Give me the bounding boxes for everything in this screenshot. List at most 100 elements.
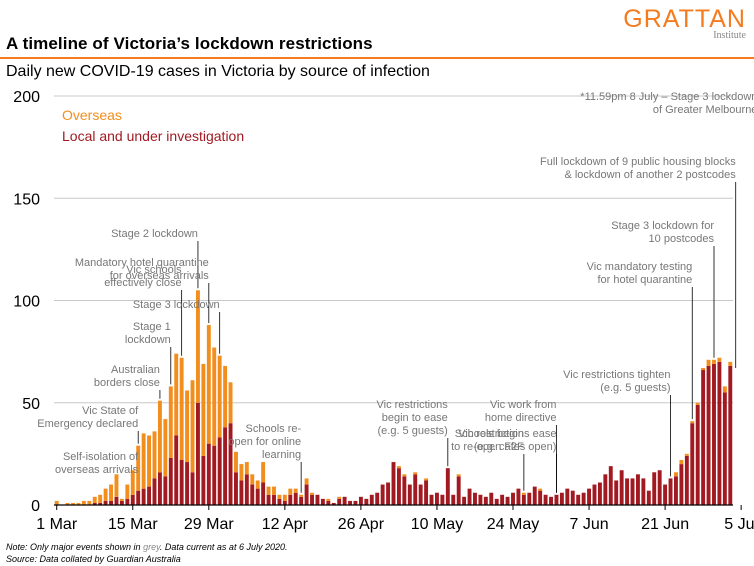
bar-overseas [179,357,184,461]
bar-local [212,445,217,505]
bar-local [630,478,635,505]
bar-local [190,472,195,505]
annotation-text: borders close [94,377,160,389]
y-tick-label: 0 [31,498,40,515]
bar-overseas [396,466,401,469]
x-tick-label: 5 Jul [724,516,754,533]
x-tick-label: 29 Mar [184,516,234,533]
bar-overseas [413,472,418,475]
bar-overseas [65,502,70,505]
bar-overseas [206,325,211,444]
annotation-text: Stage 3 lockdown [133,299,220,311]
bar-local [261,482,266,505]
chart-title: A timeline of Victoria’s lockdown restri… [6,34,373,53]
annotation-text: home directive [485,412,557,424]
note-suffix: . Data current as at 6 July 2020. [159,542,288,552]
bar-local [136,490,141,505]
bar-local [195,402,200,505]
bar-local [396,468,401,505]
title-rule [0,57,754,59]
bar-overseas [87,500,92,505]
bar-local [635,474,640,505]
bar-local [549,496,553,505]
bar-overseas [402,474,407,477]
bar-overseas [76,502,81,505]
bar-local [652,472,657,505]
annotation-text: overseas arrivals [55,464,139,476]
annotation-text: of Greater Melbourne [653,104,754,116]
bar-local [646,490,651,505]
annotation-text: Vic restrictions tighten [563,369,670,381]
annotation-text: open for online [228,436,301,448]
bar-local [413,474,418,505]
bar-overseas [119,498,124,501]
bar-overseas [136,445,141,491]
bar-local [440,494,445,505]
x-tick-label: 7 Jun [569,516,608,533]
annotation-text: for overseas arrivals [110,270,210,282]
bar-local [532,486,537,505]
bar-overseas [217,355,222,438]
bar-overseas [190,380,195,473]
annotation-text: effectively close [104,277,181,289]
bar-local [152,478,157,505]
bar-local [288,494,293,505]
bar-local [592,484,597,505]
bar-local [511,492,515,505]
note-prefix: Note: Only major events shown in [6,542,144,552]
bar-overseas [239,464,244,481]
footnote: Note: Only major events shown in grey. D… [6,541,287,565]
bar-overseas [103,488,108,501]
bar-local [717,361,722,505]
bar-local [418,484,423,505]
bar-local [603,474,608,505]
bar-local [380,484,385,505]
bar-local [608,466,613,505]
bar-local [348,500,352,505]
bar-overseas [114,474,119,497]
bar-local [456,476,461,505]
bar-overseas [266,486,271,495]
x-tick-label: 15 Mar [108,516,158,533]
bar-overseas [157,400,162,473]
bar-overseas [456,474,461,477]
note-line: Note: Only major events shown in grey. D… [6,541,287,553]
annotation-text: (e.g. cafes open) [474,441,557,453]
bar-overseas [679,460,684,465]
bar-overseas [424,478,429,481]
logo-subtitle: Institute [713,30,746,41]
bar-local [581,492,586,505]
bar-local [435,492,439,505]
bar-local [679,464,684,505]
bar-overseas [201,363,206,456]
bar-local [228,423,233,505]
annotation-text: Vic restrictions ease [458,428,556,440]
bar-local [706,365,711,505]
x-tick-label: 21 Jun [641,516,689,533]
bar-local [217,437,222,505]
bar-overseas [717,357,722,362]
bar-local [364,498,369,505]
bar-overseas [71,502,75,505]
annotation-text: begin to ease [382,412,448,424]
annotation-text: Australian [111,364,160,376]
annotation-text: Vic mandatory testing [587,261,693,273]
bar-overseas [163,419,168,477]
annotation-text: learning [262,449,301,461]
bar-local [223,427,228,505]
bar-local [489,492,494,505]
bar-local [462,496,467,505]
bar-local [282,500,287,505]
bar-local [92,502,97,505]
annotation-text: (e.g. 5 guests) [600,382,670,394]
bar-local [614,480,619,505]
annotation-text: Vic work from [490,399,556,411]
bar-overseas [212,347,217,446]
bar-local [206,443,211,505]
bar-local [320,498,325,505]
bar-local [163,476,168,505]
bar-local [244,474,249,505]
bar-local [467,488,472,505]
bar-local [103,500,108,505]
